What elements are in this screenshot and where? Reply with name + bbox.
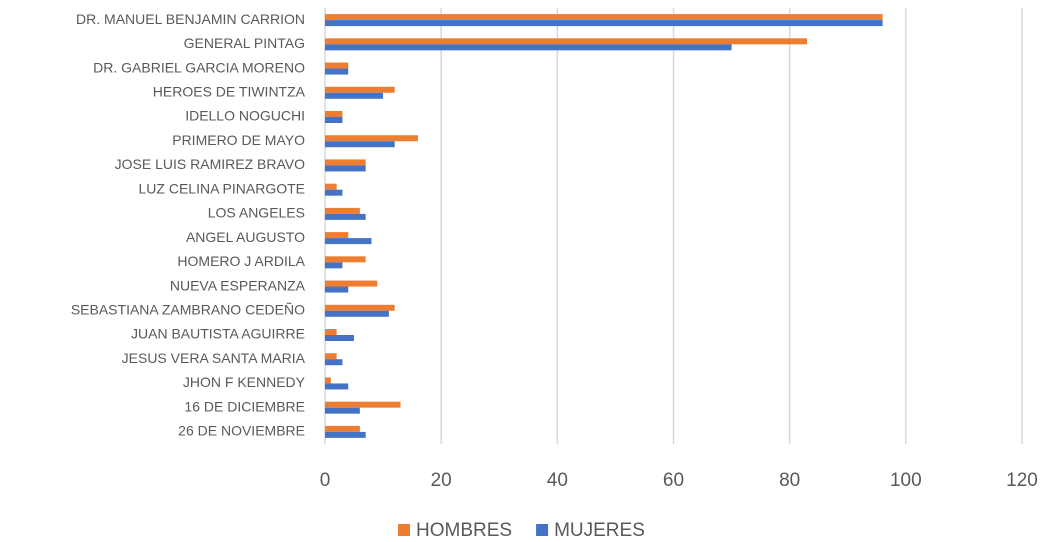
x-tick-label: 100 [890, 470, 922, 491]
bar [325, 135, 418, 142]
bar [325, 20, 883, 27]
bar [325, 86, 395, 93]
y-tick-label: JOSE LUIS RAMIREZ BRAVO [115, 156, 305, 172]
bar [325, 425, 360, 432]
bar [325, 304, 395, 311]
bar [325, 256, 366, 263]
bar [325, 141, 395, 148]
legend-swatch [398, 524, 410, 536]
y-tick-label: ANGEL AUGUSTO [186, 229, 305, 245]
bar [325, 183, 337, 190]
bar [325, 189, 343, 196]
bar [325, 377, 331, 384]
bar [325, 159, 366, 166]
bar [325, 238, 372, 245]
y-tick-label: DR. MANUEL BENJAMIN CARRION [76, 11, 305, 27]
bar [325, 407, 360, 414]
legend-label: HOMBRES [416, 520, 512, 541]
bar [325, 38, 808, 45]
y-tick-label: NUEVA ESPERANZA [170, 277, 306, 293]
y-tick-label: 16 DE DICIEMBRE [184, 398, 305, 414]
bar [325, 359, 343, 366]
y-tick-label: JHON F KENNEDY [183, 374, 306, 390]
bar [325, 117, 343, 123]
y-tick-label: PRIMERO DE MAYO [172, 132, 305, 148]
bar [325, 92, 384, 99]
y-tick-label: LOS ANGELES [208, 205, 305, 221]
bar [325, 329, 337, 335]
bar [325, 353, 337, 360]
y-tick-label: DR. GABRIEL GARCIA MORENO [93, 59, 305, 75]
legend-label: MUJERES [554, 520, 645, 541]
legend-swatch [536, 524, 549, 536]
bar [325, 207, 360, 214]
y-tick-label: SEBASTIANA ZAMBRANO CEDEÑO [71, 301, 305, 317]
y-tick-label: HOMERO J ARDILA [177, 253, 305, 269]
bar [325, 62, 349, 69]
bar [325, 165, 366, 172]
y-tick-label: HEROES DE TIWINTZA [153, 83, 306, 99]
bar [325, 335, 355, 341]
bar [325, 111, 343, 117]
y-tick-label: 26 DE NOVIEMBRE [178, 423, 305, 439]
y-tick-label: IDELLO NOGUCHI [185, 108, 305, 124]
bar [325, 280, 378, 287]
bar [325, 232, 349, 239]
bar [325, 262, 343, 269]
x-tick-label: 20 [431, 470, 452, 491]
bar [325, 68, 349, 75]
bar [325, 44, 732, 51]
x-tick-label: 40 [547, 470, 568, 491]
y-tick-label: JUAN BAUTISTA AGUIRRE [131, 326, 305, 342]
bar [325, 14, 883, 21]
bar [325, 213, 366, 220]
bar [325, 431, 366, 438]
bar [325, 383, 349, 390]
bar [325, 310, 389, 317]
bar [325, 401, 401, 408]
bar [325, 286, 349, 293]
x-tick-label: 0 [320, 470, 331, 491]
x-tick-label: 80 [779, 470, 800, 491]
y-tick-label: GENERAL PINTAG [184, 35, 305, 51]
x-tick-label: 120 [1006, 470, 1038, 491]
x-tick-label: 60 [663, 470, 684, 491]
y-tick-label: JESUS VERA SANTA MARIA [122, 350, 306, 366]
y-tick-label: LUZ CELINA PINARGOTE [139, 180, 305, 196]
